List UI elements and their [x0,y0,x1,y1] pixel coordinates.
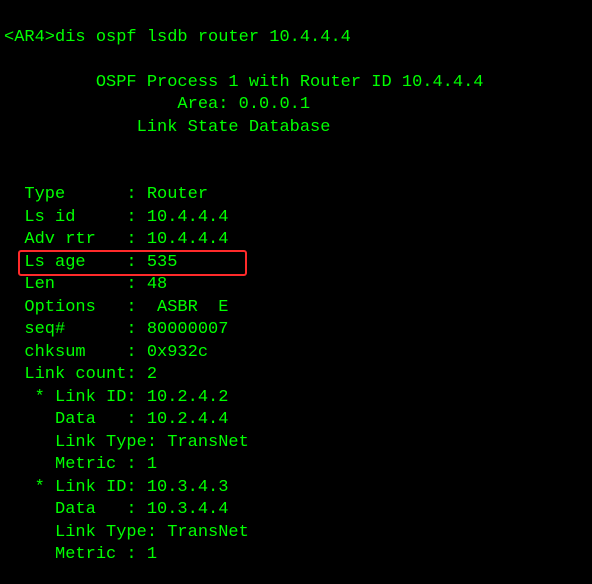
lsa-advrtr: Adv rtr : 10.4.4.4 [4,230,228,249]
lsa-linkcount: Link count: 2 [4,365,157,384]
lsa-type: Type : Router [4,185,208,204]
link2-data: Data : 10.3.4.4 [4,500,228,519]
link1-type: Link Type: TransNet [4,433,249,452]
lsa-len: Len : 48 [4,275,167,294]
header-area: Area: 0.0.0.1 [4,95,310,114]
prompt-host: <AR4> [4,28,55,47]
link2-type: Link Type: TransNet [4,523,249,542]
lsa-seq: seq# : 80000007 [4,320,228,339]
lsa-options: Options : ASBR E [4,298,239,317]
terminal-output: <AR4>dis ospf lsdb router 10.4.4.4 OSPF … [0,0,592,584]
prompt-line: <AR4>dis ospf lsdb router 10.4.4.4 [4,28,351,47]
header-process: OSPF Process 1 with Router ID 10.4.4.4 [4,73,483,92]
lsa-lsid: Ls id : 10.4.4.4 [4,208,228,227]
lsa-chksum: chksum : 0x932c [4,343,208,362]
link1-data: Data : 10.2.4.4 [4,410,228,429]
lsa-lsage: Ls age : 535 [4,253,177,272]
link2-id: * Link ID: 10.3.4.3 [4,478,228,497]
link1-id: * Link ID: 10.2.4.2 [4,388,228,407]
link1-metric: Metric : 1 [4,455,157,474]
header-lsdb: Link State Database [4,118,330,137]
link2-metric: Metric : 1 [4,545,157,564]
command-text: dis ospf lsdb router 10.4.4.4 [55,28,351,47]
